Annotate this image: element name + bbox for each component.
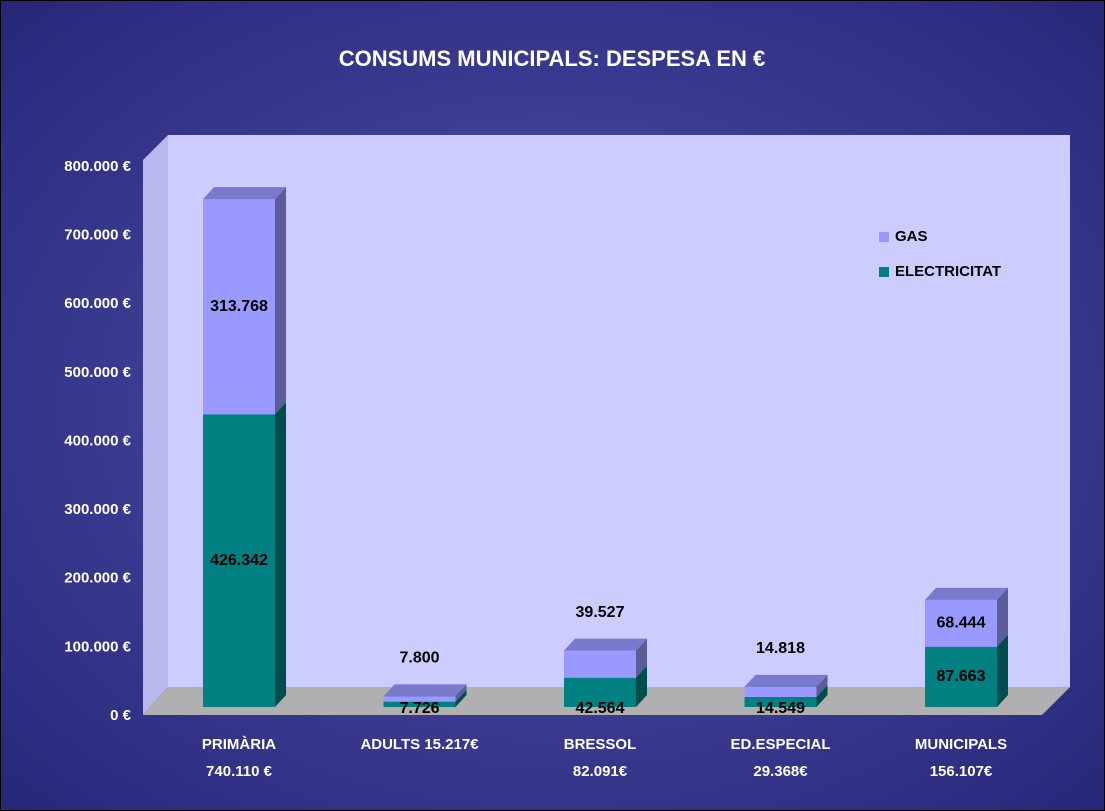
bar-side xyxy=(816,674,828,698)
y-tick-label: 400.000 € xyxy=(64,432,131,449)
bar-segment xyxy=(383,701,456,707)
value-label: 7.726 xyxy=(399,700,439,717)
bar-segment xyxy=(203,414,275,707)
bar-segment xyxy=(925,599,997,647)
x-tick-label: ADULTS 15.217€ xyxy=(360,736,479,753)
bar-side xyxy=(997,634,1008,707)
y-tick-label: 500.000 € xyxy=(64,364,131,381)
bar-top xyxy=(383,684,467,697)
bar-top xyxy=(203,187,286,200)
value-label: 68.444 xyxy=(937,615,986,632)
y-tick-label: 600.000 € xyxy=(64,295,131,312)
bar-segment xyxy=(925,646,997,707)
bar-top xyxy=(744,674,828,687)
bar-segment xyxy=(383,696,456,702)
bar-side xyxy=(636,665,647,707)
value-label: 14.549 xyxy=(756,700,805,717)
y-tick-label: 100.000 € xyxy=(64,638,131,655)
legend-swatch xyxy=(879,232,889,242)
bar-segment xyxy=(564,650,636,678)
bar-side xyxy=(455,684,467,702)
bar-side xyxy=(636,638,647,678)
x-tick-label: PRIMÀRIA 740.110 € xyxy=(201,736,277,780)
x-tick-label: MUNICIPALS 156.107€ xyxy=(914,736,1008,780)
bar-side xyxy=(275,402,286,707)
bar-side xyxy=(455,689,467,707)
bar-segment xyxy=(564,677,636,707)
x-tick-label: BRESSOL 82.091€ xyxy=(563,736,637,780)
value-label: 42.564 xyxy=(576,700,625,717)
y-tick-label: 300.000 € xyxy=(64,501,131,518)
bar-side xyxy=(275,187,286,415)
x-tick-label: ED.ESPECIAL 29.368€ xyxy=(730,736,831,780)
bar-segment xyxy=(744,686,817,698)
bar-top xyxy=(925,587,1008,600)
y-tick-label: 0 € xyxy=(110,707,132,724)
value-label: 7.800 xyxy=(399,650,439,667)
value-label: 87.663 xyxy=(937,668,986,685)
bar-side xyxy=(816,685,828,707)
chart-title: CONSUMS MUNICIPALS: DESPESA EN € xyxy=(339,46,766,71)
value-label: 313.768 xyxy=(210,298,268,315)
legend-swatch xyxy=(879,267,889,277)
y-tick-label: 700.000 € xyxy=(64,227,131,244)
back-wall xyxy=(168,135,1070,687)
legend-label: ELECTRICITAT xyxy=(895,263,1001,280)
bar-top xyxy=(564,638,647,651)
bar-side xyxy=(997,587,1008,647)
y-tick-label: 800.000 € xyxy=(64,158,131,175)
value-label: 14.818 xyxy=(756,640,805,657)
left-wall xyxy=(143,135,168,715)
legend-label: GAS xyxy=(895,228,928,245)
bar-segment xyxy=(203,199,275,415)
value-label: 426.342 xyxy=(210,552,268,569)
value-label: 39.527 xyxy=(576,604,625,621)
bar-segment xyxy=(744,697,817,707)
y-tick-label: 200.000 € xyxy=(64,570,131,587)
